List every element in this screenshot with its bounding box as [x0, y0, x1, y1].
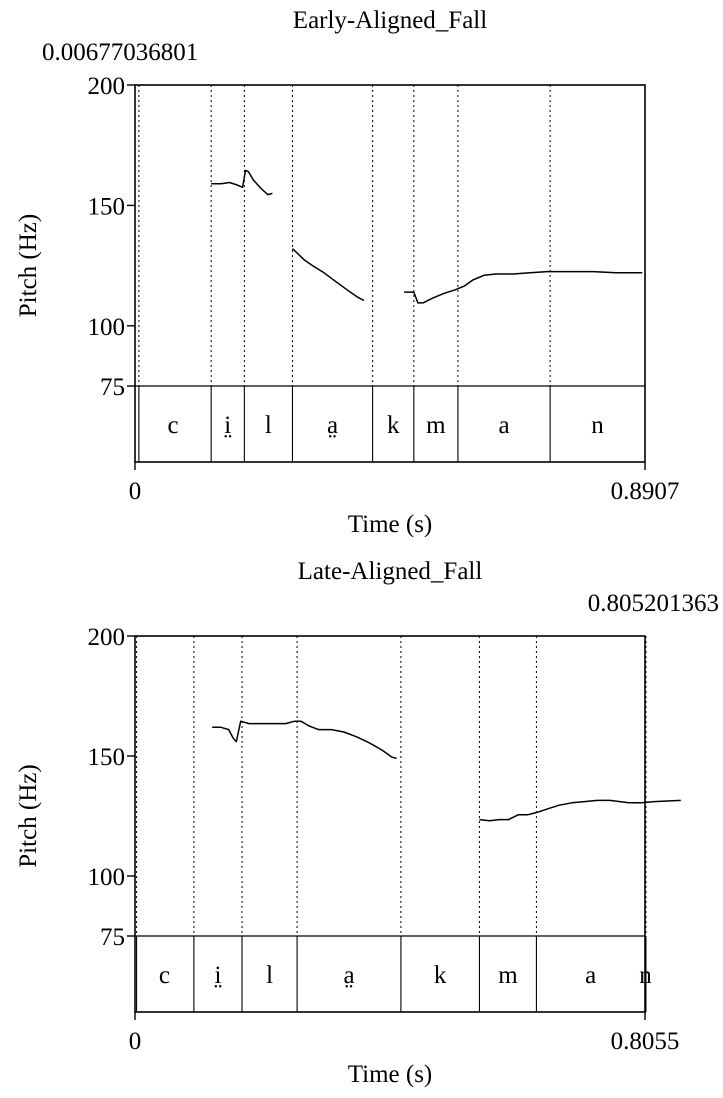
- y-tick-label: 200: [88, 73, 126, 100]
- pitch-contour-1: [212, 720, 397, 760]
- y-axis-label: Pitch (Hz): [15, 764, 42, 867]
- plot-frame: [134, 84, 646, 463]
- segment-label: n: [639, 962, 652, 989]
- segment-label: a̤: [327, 412, 338, 439]
- segment-label: i̤: [214, 962, 222, 989]
- y-tick-label: 150: [88, 744, 126, 771]
- segment-label: a̤: [343, 962, 354, 989]
- y-tick-label: 150: [88, 193, 126, 220]
- segment-label: k: [434, 962, 447, 989]
- segment-label: m: [498, 962, 518, 989]
- y-tick-label: 100: [88, 864, 126, 891]
- segment-label: i̤: [224, 412, 232, 439]
- x-tick-label: 0.8055: [611, 1028, 680, 1055]
- pitch-panel-1: Early-Aligned_Fall 0.00677036801 c i̤ l a̤ k m a…: [15, 7, 679, 538]
- chart-title: Late-Aligned_Fall: [298, 558, 483, 585]
- y-tick-label: 200: [88, 624, 126, 651]
- cursor-time-label: 0.805201363: [588, 590, 719, 617]
- segment-label: m: [426, 412, 446, 439]
- y-axis-label: Pitch (Hz): [15, 214, 42, 317]
- x-tick-label: 0.8907: [611, 478, 680, 505]
- plot-frame: [134, 635, 646, 1013]
- pitch-contour-2: [479, 799, 681, 822]
- pitch-contour-2: [291, 248, 365, 302]
- pitch-panel-2: Late-Aligned_Fall 0.805201363 c i̤ l a̤ k m a n 75…: [15, 558, 719, 1088]
- segment-label: l: [265, 412, 272, 439]
- x-tick-label: 0: [129, 478, 142, 505]
- y-tick-label: 75: [100, 924, 125, 951]
- segment-label: c: [168, 412, 179, 439]
- cursor-time-label: 0.00677036801: [42, 39, 198, 66]
- y-tick-label: 75: [100, 374, 125, 401]
- segment-label: l: [266, 962, 273, 989]
- segment-label: c: [159, 962, 170, 989]
- y-tick-label: 100: [88, 314, 126, 341]
- chart-title: Early-Aligned_Fall: [293, 7, 487, 34]
- x-axis-label: Time (s): [348, 1061, 433, 1088]
- segment-label: a: [498, 412, 509, 439]
- pitch-contour-3: [404, 270, 643, 304]
- segment-label: k: [387, 412, 400, 439]
- x-axis-label: Time (s): [348, 511, 433, 538]
- x-tick-label: 0: [129, 1028, 142, 1055]
- segment-label: a: [585, 962, 596, 989]
- pitch-contour-1: [211, 169, 273, 196]
- segment-label: n: [591, 412, 604, 439]
